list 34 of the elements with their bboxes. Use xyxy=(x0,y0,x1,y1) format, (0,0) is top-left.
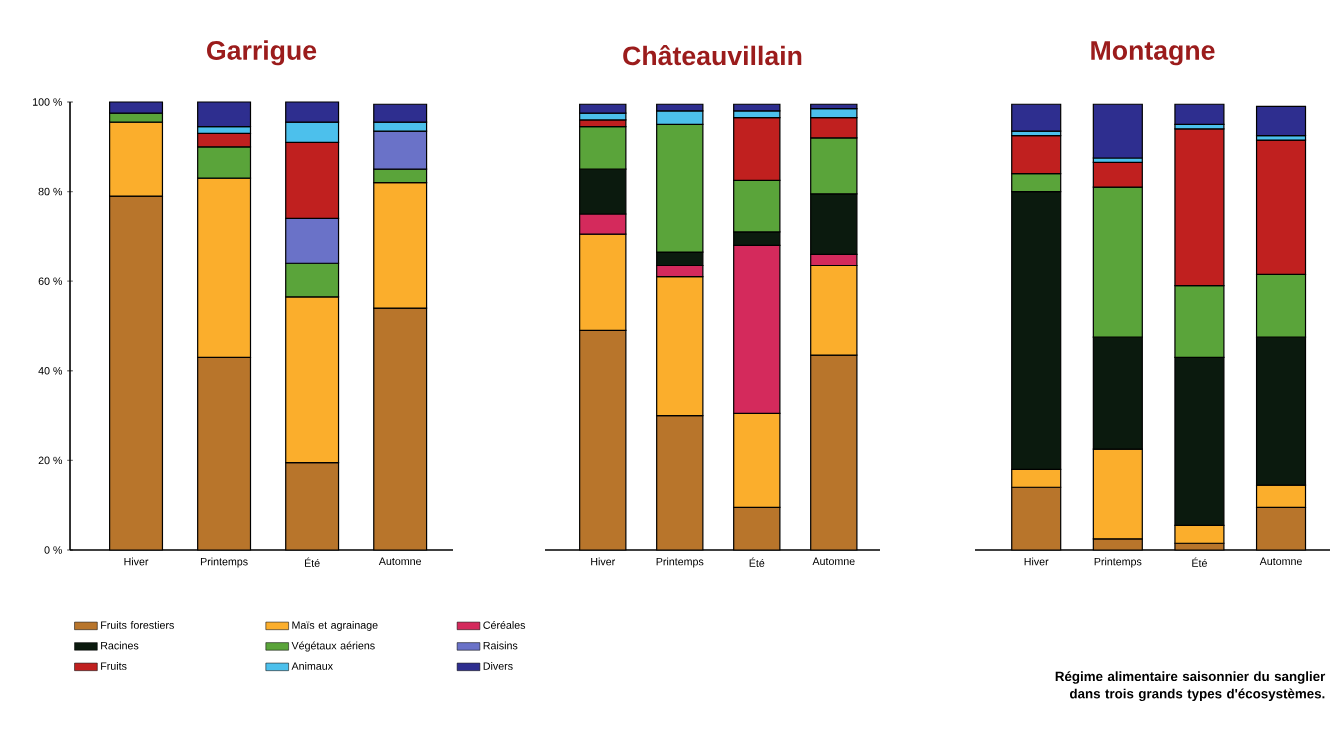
y-tick-label: 80 % xyxy=(38,187,63,196)
x-tick-label: Printemps xyxy=(1094,557,1142,568)
bar xyxy=(1011,103,1062,132)
x-tick-label: Automne xyxy=(812,557,855,565)
legend-label: Maïs et agrainage xyxy=(292,621,378,631)
x-tick-label: Été xyxy=(1192,557,1207,567)
y-tick-label: 100 % xyxy=(33,98,63,106)
legend-label: Fruits forestiers xyxy=(101,621,174,629)
chart-title: Châteauvillain xyxy=(623,45,802,66)
x-tick-label: Hiver xyxy=(124,557,149,566)
x-tick-label: Printemps xyxy=(200,557,248,568)
x-tick-label: Hiver xyxy=(591,557,616,566)
legend-label: Racines xyxy=(101,641,139,650)
bar xyxy=(1255,105,1307,137)
x-tick-label: Hiver xyxy=(1024,557,1049,566)
x-tick-label: Été xyxy=(749,557,765,567)
legend-label: Raisins xyxy=(483,641,518,650)
x-tick-label: Été xyxy=(305,557,320,567)
y-tick-label: 0 % xyxy=(44,546,63,554)
legend-label: Végétaux aériens xyxy=(291,641,375,652)
y-tick-label: 60 % xyxy=(38,277,63,285)
x-tick-label: Automne xyxy=(1259,557,1302,565)
y-tick-label: 20 % xyxy=(38,456,63,465)
legend-label: Animaux xyxy=(291,662,333,670)
text: Régime alimentaire saisonnier du sanglier dans trois grands types d'écosystèmes. xyxy=(1055,671,1326,702)
bar xyxy=(1092,103,1143,159)
x-tick-label: Automne xyxy=(378,557,422,565)
y-tick-label: 40 % xyxy=(38,367,63,375)
chart-title: Montagne xyxy=(1091,41,1215,66)
legend-label: Céréales xyxy=(483,620,526,629)
legend-label: Divers xyxy=(483,662,513,670)
chart-title: Garrigue xyxy=(207,40,317,66)
x-tick-label: Printemps xyxy=(656,557,704,568)
legend-label: Fruits xyxy=(101,662,127,670)
